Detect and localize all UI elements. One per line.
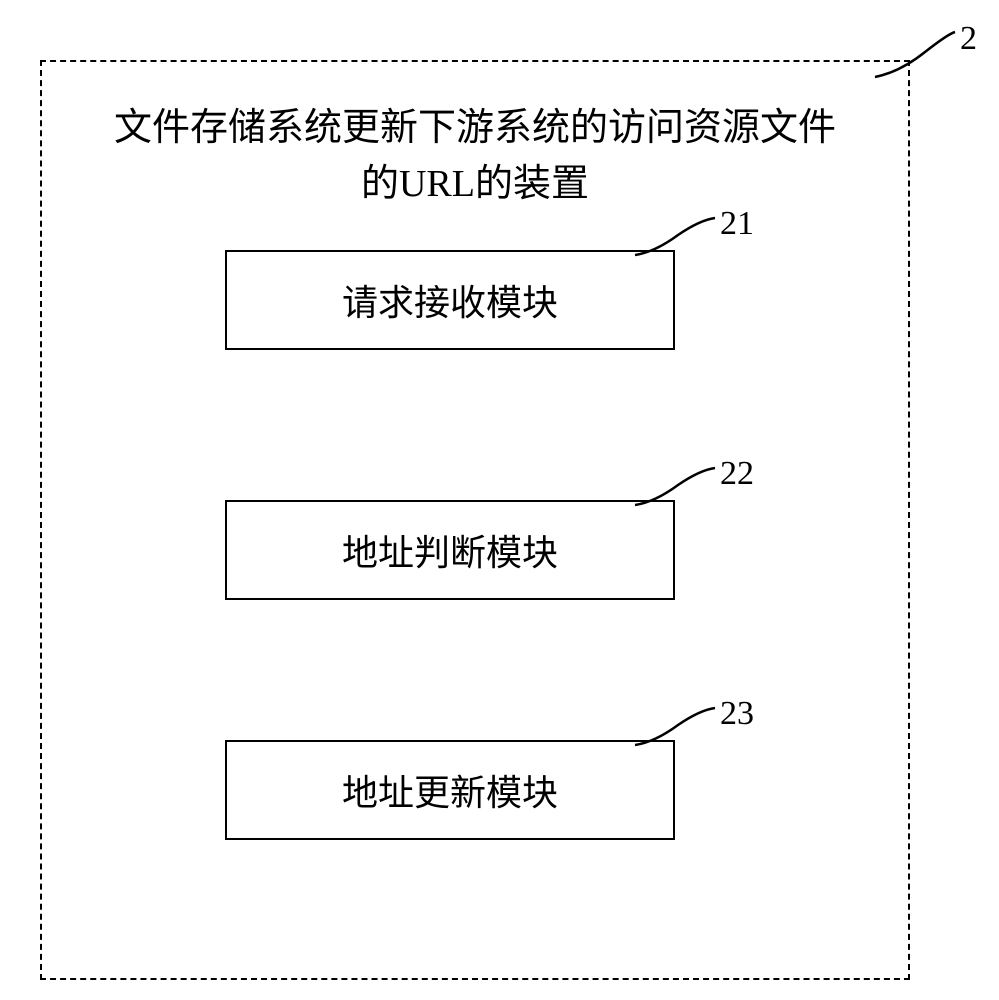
module-label: 请求接收模块: [342, 274, 558, 326]
title-line-1: 文件存储系统更新下游系统的访问资源文件: [80, 100, 870, 156]
diagram-canvas: 2 文件存储系统更新下游系统的访问资源文件 的URL的装置 请求接收模块 21 地址…: [0, 0, 999, 1000]
module-box-m22: 地址判断模块: [225, 500, 675, 600]
module-leader-m22: [630, 460, 720, 510]
container-leader-line: [870, 22, 960, 82]
module-label: 地址判断模块: [342, 524, 558, 576]
module-label-number-m21: 21: [720, 205, 754, 243]
module-leader-m21: [630, 210, 720, 260]
module-label-number-m23: 23: [720, 695, 754, 733]
module-box-m23: 地址更新模块: [225, 740, 675, 840]
container-label-number: 2: [960, 20, 977, 58]
module-box-m21: 请求接收模块: [225, 250, 675, 350]
title-line-2: 的URL的装置: [80, 156, 870, 212]
diagram-title: 文件存储系统更新下游系统的访问资源文件 的URL的装置: [80, 100, 870, 212]
module-label-number-m22: 22: [720, 455, 754, 493]
module-leader-m23: [630, 700, 720, 750]
module-label: 地址更新模块: [342, 764, 558, 816]
